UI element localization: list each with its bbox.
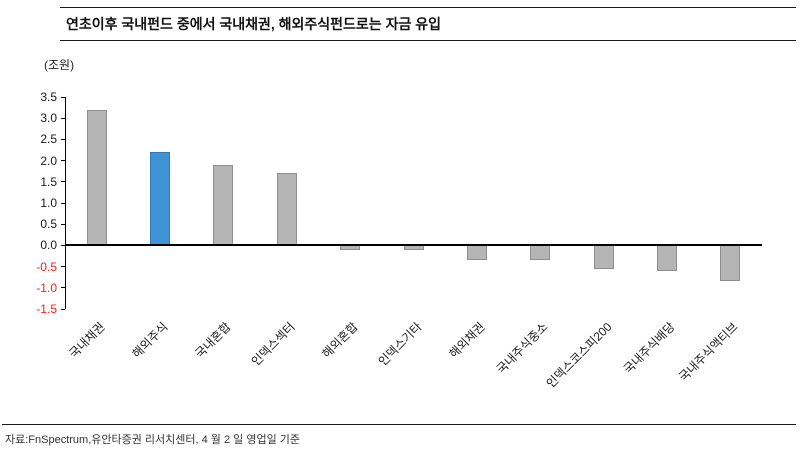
- y-tick-mark: [61, 117, 65, 119]
- category-label: 인덱스기타: [375, 319, 425, 369]
- y-tick-label: -0.5: [36, 259, 57, 274]
- y-tick-label: -1.0: [36, 280, 57, 295]
- y-tick-label: -1.5: [36, 302, 57, 316]
- category-label: 해외혼합: [319, 319, 361, 361]
- bar: [276, 173, 297, 246]
- bar: [150, 152, 171, 246]
- bar: [466, 245, 487, 261]
- category-label: 국내혼합: [192, 319, 235, 361]
- y-tick-label: 3.5: [40, 90, 57, 104]
- y-tick-label: 0.0: [40, 238, 57, 253]
- category-label: 인덱스코스피200: [543, 319, 615, 391]
- y-tick-label: 2.0: [40, 153, 57, 168]
- category-label: 국내주식배당: [620, 319, 678, 377]
- category-label: 국내주식액티브: [676, 319, 741, 385]
- y-tick-mark: [61, 244, 65, 246]
- bar: [530, 245, 551, 261]
- source-note: 자료:FnSpectrum,유안타증권 리서치센터, 4 월 2 일 영업일 기…: [5, 434, 300, 446]
- category-label: 국내주식중소: [494, 319, 551, 377]
- y-axis-line: [65, 97, 66, 309]
- y-tick-label: 3.0: [40, 111, 57, 126]
- y-tick-mark: [61, 202, 65, 204]
- y-tick-mark: [61, 266, 65, 268]
- bar: [720, 245, 741, 282]
- category-label: 해외채권: [446, 319, 488, 361]
- bar: [593, 245, 614, 269]
- y-tick-mark: [61, 223, 65, 225]
- y-tick-mark: [61, 308, 65, 310]
- y-tick-label: 2.5: [40, 132, 57, 147]
- y-tick-mark: [61, 160, 65, 162]
- bar: [656, 245, 677, 271]
- category-label: 인덱스섹터: [248, 319, 298, 369]
- top-divider: [60, 7, 796, 8]
- category-label: 해외주식: [129, 319, 171, 361]
- bar: [213, 164, 234, 246]
- y-tick-mark: [61, 138, 65, 140]
- category-label: 국내채권: [66, 319, 108, 361]
- zero-baseline: [65, 244, 762, 247]
- y-tick-mark: [61, 96, 65, 98]
- footer-divider: [2, 424, 796, 425]
- y-tick-mark: [61, 287, 65, 289]
- y-tick-label: 1.5: [40, 174, 57, 189]
- y-tick-mark: [61, 181, 65, 183]
- chart-title: 연초이후 국내펀드 중에서 국내채권, 해외주식펀드로는 자금 유입: [66, 16, 441, 32]
- bar: [86, 109, 107, 246]
- y-axis-unit-label: (조원): [44, 58, 75, 72]
- y-tick-label: 1.0: [40, 196, 57, 210]
- title-divider: [60, 40, 796, 41]
- y-tick-label: 0.5: [40, 217, 57, 232]
